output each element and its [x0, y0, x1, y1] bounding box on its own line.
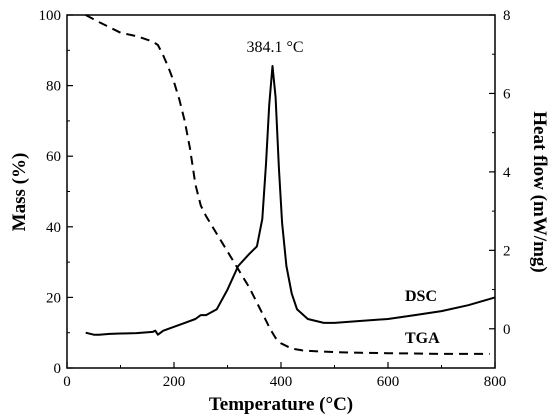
left-y-tick-label: 60 [46, 149, 61, 165]
tga-curve [85, 14, 490, 355]
right-y-tick-label: 6 [503, 86, 511, 102]
right-y-tick-label: 4 [503, 165, 511, 181]
left-y-tick-label: 40 [46, 220, 61, 236]
peak-annotation: 384.1 °C [246, 39, 303, 56]
right-y-tick-label: 0 [503, 322, 511, 338]
x-tick-label: 200 [163, 374, 186, 390]
right-y-tick-label: 8 [503, 8, 511, 24]
left-axis-title: Mass (%) [9, 153, 30, 232]
right-y-tick-label: 2 [503, 243, 511, 259]
dsc-curve [85, 65, 496, 336]
x-tick-label: 800 [484, 374, 507, 390]
left-y-tick-label: 100 [39, 8, 62, 24]
dsc-series-label: DSC [405, 288, 437, 305]
left-y-tick-label: 80 [46, 79, 61, 95]
right-axis-title: Heat flow (mW/mg) [529, 111, 550, 272]
ticks-layer: 0 200 400 600 800 0 20 40 60 80 100 0 2 4 6 8 [39, 8, 512, 390]
x-tick-label: 600 [377, 374, 400, 390]
left-y-tick-label: 0 [54, 361, 62, 377]
curves-layer [85, 14, 496, 355]
x-axis-title: Temperature (°C) [209, 394, 353, 415]
left-y-tick-label: 20 [46, 290, 61, 306]
x-tick-label: 400 [270, 374, 293, 390]
tga-series-label: TGA [405, 330, 440, 347]
x-tick-label: 0 [63, 374, 71, 390]
